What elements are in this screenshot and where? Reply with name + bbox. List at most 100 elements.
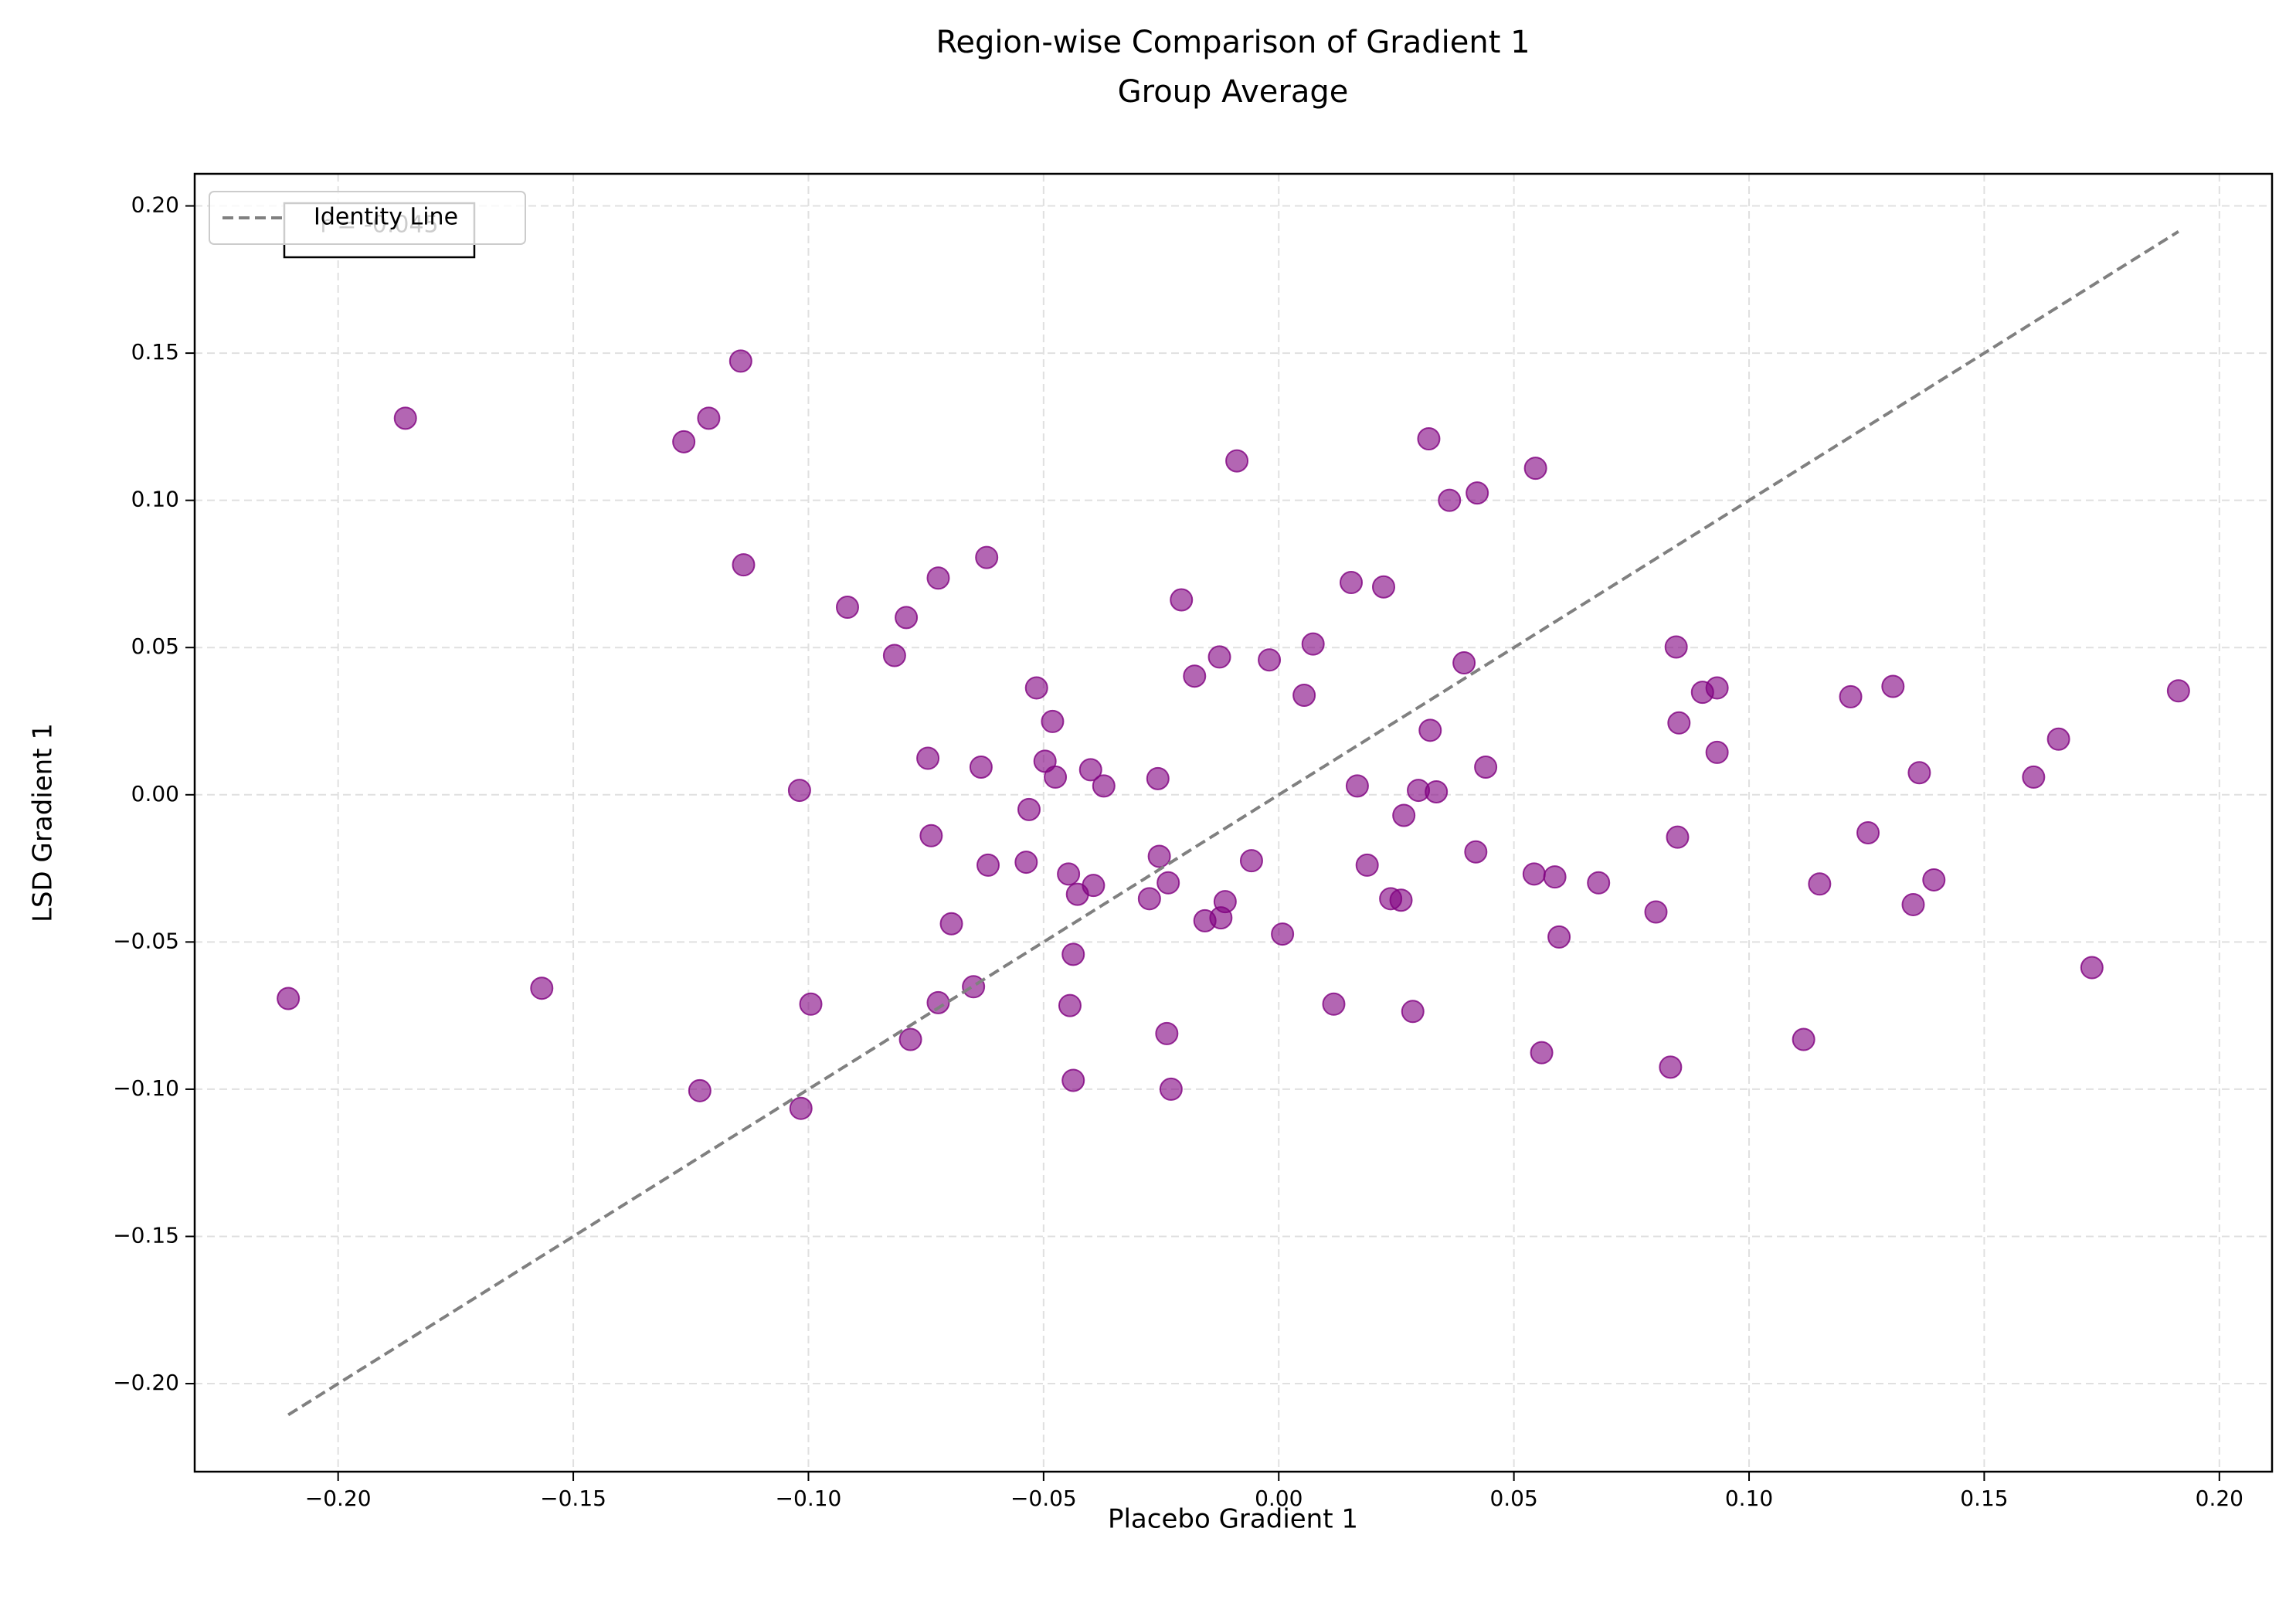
chart-title: Region-wise Comparison of Gradient 1 (936, 25, 1530, 60)
scatter-point (530, 976, 554, 1000)
scatter-point (1213, 890, 1237, 914)
scatter-point (1452, 651, 1476, 675)
scatter-point (1667, 711, 1691, 735)
scatter-point (1061, 942, 1085, 966)
scatter-point (1438, 488, 1462, 512)
scatter-point (732, 553, 756, 577)
scatter-point (1159, 1077, 1183, 1101)
scatter-point (1417, 427, 1441, 451)
scatter-point (1057, 862, 1081, 886)
scatter-point (975, 545, 999, 569)
scatter-point (1587, 871, 1611, 895)
chart-subtitle: Group Average (1118, 74, 1349, 110)
scatter-point (1345, 774, 1369, 798)
scatter-point (916, 746, 940, 770)
y-tick-label: −0.15 (113, 1222, 179, 1248)
y-tick-label: −0.20 (113, 1370, 179, 1395)
scatter-point (1401, 1000, 1425, 1024)
scatter-point (1044, 765, 1068, 789)
scatter-point (1058, 993, 1082, 1017)
scatter-point (1041, 709, 1065, 733)
scatter-point (1705, 676, 1729, 700)
scatter-point (1666, 825, 1690, 849)
x-tick-label: 0.15 (1960, 1486, 2008, 1511)
identity-line (287, 230, 2179, 1417)
scatter-point (919, 824, 943, 847)
scatter-point (2080, 956, 2104, 980)
scatter-point (672, 430, 696, 453)
scatter-point (1207, 645, 1231, 669)
scatter-point (1301, 632, 1325, 656)
scatter-point (1322, 992, 1346, 1016)
scatter-point (1705, 740, 1729, 764)
x-tick-label: 0.20 (2196, 1486, 2243, 1511)
scatter-point (1644, 900, 1668, 924)
scatter-point (926, 566, 950, 590)
scatter-point (1808, 872, 1832, 896)
y-tick-label: 0.20 (131, 192, 179, 218)
scatter-point (1258, 648, 1282, 672)
scatter-point (2046, 727, 2070, 751)
scatter-point (799, 992, 823, 1016)
y-tick-label: 0.10 (131, 487, 179, 512)
scatter-point (1389, 888, 1413, 912)
scatter-point (1014, 851, 1038, 875)
x-tick-label: 0.00 (1255, 1486, 1303, 1511)
scatter-point (1372, 575, 1396, 599)
scatter-point (898, 1027, 922, 1051)
scatter-point (1061, 1068, 1085, 1092)
scatter-point (1547, 925, 1571, 949)
scatter-point (1839, 684, 1863, 708)
y-tick-label: 0.05 (131, 633, 179, 659)
scatter-point (1225, 449, 1249, 473)
scatter-point (1146, 766, 1170, 790)
x-axis-label: Placebo Gradient 1 (1108, 1504, 1358, 1535)
scatter-point (277, 987, 301, 1010)
x-tick-label: −0.10 (776, 1486, 842, 1511)
scatter-point (1147, 844, 1171, 868)
scatter-point (1017, 797, 1041, 821)
scatter-point (729, 349, 752, 373)
scatter-point (688, 1078, 712, 1102)
scatter-point (976, 853, 1000, 877)
scatter-point (1183, 664, 1207, 688)
scatter-point (895, 606, 919, 630)
y-tick-label: −0.05 (113, 928, 179, 953)
legend-label: Identity Line (314, 204, 458, 231)
scatter-point (1156, 871, 1180, 895)
scatter-point (1271, 922, 1295, 946)
y-axis-label: LSD Gradient 1 (28, 723, 59, 922)
scatter-point (2022, 765, 2046, 789)
scatter-point (1474, 755, 1498, 779)
scatter-point (1464, 840, 1488, 864)
scatter-point (1092, 774, 1116, 798)
x-tick-label: −0.20 (305, 1486, 372, 1511)
scatter-point (1907, 761, 1931, 785)
scatter-point (1340, 571, 1364, 595)
scatter-point (1418, 718, 1442, 742)
scatter-point (1522, 862, 1546, 886)
scatter-point (926, 990, 950, 1014)
axes-frame (193, 172, 2274, 1473)
scatter-point (835, 596, 859, 620)
scatter-point (1530, 1041, 1554, 1065)
scatter-point (1170, 588, 1194, 612)
scatter-point (1024, 676, 1048, 700)
x-tick-label: −0.15 (540, 1486, 606, 1511)
scatter-point (1901, 892, 1925, 916)
scatter-point (1664, 635, 1688, 659)
scatter-point (1392, 803, 1416, 827)
scatter-point (1355, 853, 1379, 877)
y-tick-label: 0.00 (131, 781, 179, 807)
legend-box (209, 191, 526, 245)
scatter-point (882, 644, 906, 667)
x-tick-label: 0.10 (1725, 1486, 1773, 1511)
x-tick-label: 0.05 (1489, 1486, 1537, 1511)
scatter-point (1082, 874, 1106, 898)
scatter-point (787, 779, 811, 803)
scatter-point (939, 912, 963, 936)
scatter-point (1292, 683, 1316, 707)
